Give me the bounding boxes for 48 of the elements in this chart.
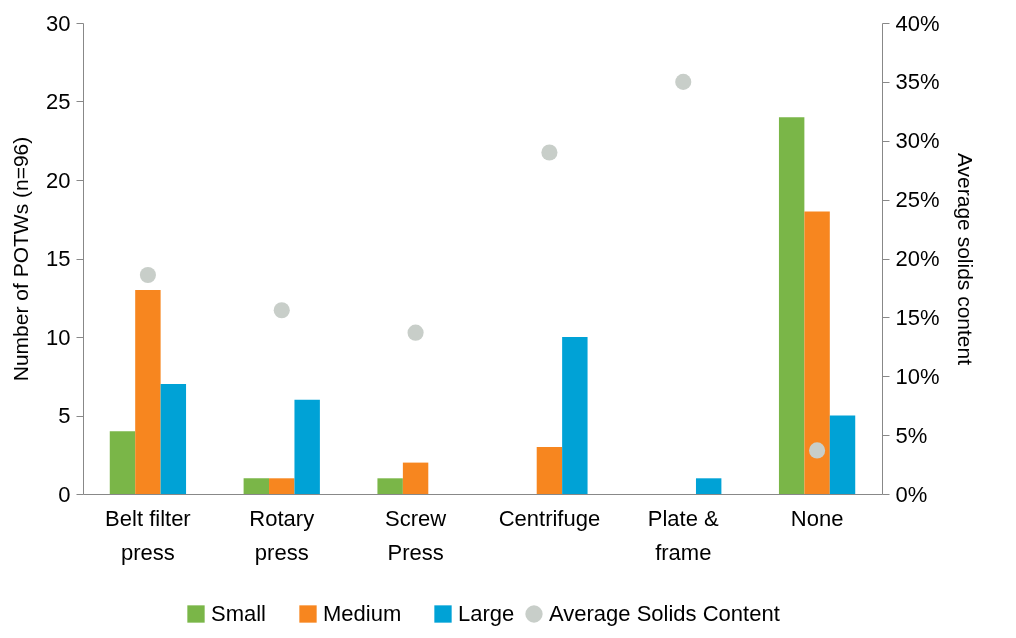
y2-tick-label: 20% <box>895 246 940 271</box>
bar <box>695 478 722 494</box>
bar <box>294 399 320 494</box>
x-tick-label: Rotary press <box>249 505 315 565</box>
bar <box>829 415 856 494</box>
bar <box>160 384 187 494</box>
y2-tick-label: 30% <box>895 128 940 154</box>
legend-label: Average Solids Content <box>549 601 780 626</box>
bar <box>269 478 295 494</box>
point <box>541 144 558 161</box>
y-tick-label: 15 <box>46 246 71 271</box>
x-tick-label: Screw Press <box>385 505 447 565</box>
y2-tick-label: 5% <box>895 422 928 448</box>
bar <box>135 289 161 494</box>
y-tick-label: 30 <box>46 10 71 36</box>
y2-tick-label: 25% <box>895 187 940 213</box>
y2-tick-label: 10% <box>895 363 940 389</box>
y2-tick-label: 35% <box>895 69 940 95</box>
x-tick-label: Belt filter press <box>105 505 191 565</box>
point <box>139 266 156 284</box>
y2-tick-label: 0% <box>895 481 928 507</box>
y-tick-label: 20 <box>46 167 71 193</box>
point <box>809 442 826 459</box>
y2-tick-label: 15% <box>895 304 940 330</box>
bar <box>377 478 403 494</box>
y2-tick-label: 40% <box>895 10 940 36</box>
x-tick-label: Plate & frame <box>647 505 720 565</box>
y-tick-label: 10 <box>46 324 71 350</box>
y-axis-title: Number of POTWs (n=96) <box>9 136 33 382</box>
point <box>675 73 692 90</box>
legend-label: Small <box>211 601 267 626</box>
x-tick-label: Centrifuge <box>498 505 601 531</box>
bar <box>562 337 588 494</box>
legend-label: Medium <box>323 601 402 626</box>
point <box>407 324 424 341</box>
legend-label: Large <box>458 601 515 626</box>
bar <box>109 431 136 494</box>
y2-axis-title: Average solids content <box>953 152 977 366</box>
bar <box>804 211 830 494</box>
x-tick-label: None <box>790 505 844 531</box>
y-tick-label: 0 <box>58 481 71 507</box>
point <box>273 302 290 319</box>
bar <box>243 478 270 494</box>
y-tick-label: 25 <box>46 89 71 114</box>
bar <box>536 446 563 494</box>
y-tick-label: 5 <box>58 403 71 428</box>
bar <box>402 462 429 494</box>
bar <box>778 117 805 494</box>
